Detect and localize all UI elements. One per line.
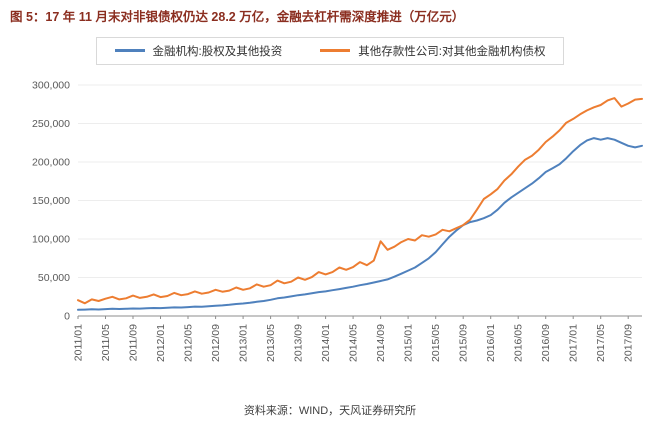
orange-line-swatch-icon [320,49,351,53]
svg-text:2013/09: 2013/09 [293,324,305,362]
svg-text:250,000: 250,000 [32,118,70,130]
svg-text:2017/09: 2017/09 [623,324,635,362]
svg-text:2017/01: 2017/01 [568,324,580,362]
source-note: 资料来源：WIND，天风证券研究所 [243,404,417,417]
svg-text:2012/05: 2012/05 [183,324,195,362]
svg-text:2014/01: 2014/01 [320,324,332,362]
svg-text:2016/09: 2016/09 [540,324,552,362]
line-chart: 0 50,000 100,000 150,000 200,000 250,000 300,0… [32,79,643,362]
chart-legend: 金融机构:股权及其他投资 其他存款性公司:对其他金融机构债权 [95,36,565,65]
legend-item-orange-series: 其他存款性公司:对其他金融机构债权 [320,43,545,59]
svg-text:2012/09: 2012/09 [210,324,222,362]
svg-text:2011/05: 2011/05 [100,324,112,361]
figure-title: 图 5：17 年 11 月末对非银债权仍达 28.2 万亿，金融去杠杆需深度推进… [10,10,465,24]
svg-text:50,000: 50,000 [38,272,70,284]
svg-text:2015/01: 2015/01 [403,324,415,362]
svg-text:2015/05: 2015/05 [430,324,442,362]
svg-text:2016/01: 2016/01 [485,324,497,362]
svg-text:2012/01: 2012/01 [155,324,167,362]
svg-text:100,000: 100,000 [32,233,70,245]
svg-text:300,000: 300,000 [32,79,70,91]
svg-text:2011/01: 2011/01 [73,324,85,361]
chart-area: 0 50,000 100,000 150,000 200,000 250,000 300,0… [0,65,660,400]
svg-text:2016/05: 2016/05 [513,324,525,362]
svg-text:2014/05: 2014/05 [348,324,360,362]
svg-text:2015/09: 2015/09 [458,324,470,362]
svg-text:2013/05: 2013/05 [265,324,277,362]
svg-text:200,000: 200,000 [32,156,70,168]
legend-label-orange: 其他存款性公司:对其他金融机构债权 [358,45,546,58]
svg-text:150,000: 150,000 [32,195,70,207]
legend-label-blue: 金融机构:股权及其他投资 [152,45,283,58]
svg-text:2017/05: 2017/05 [595,324,607,362]
svg-text:2011/09: 2011/09 [128,324,140,361]
svg-text:2013/01: 2013/01 [238,324,250,362]
legend-item-blue-series: 金融机构:股权及其他投资 [114,43,283,59]
blue-line-swatch-icon [114,49,145,53]
svg-text:0: 0 [64,310,70,322]
svg-text:2014/09: 2014/09 [375,324,387,362]
